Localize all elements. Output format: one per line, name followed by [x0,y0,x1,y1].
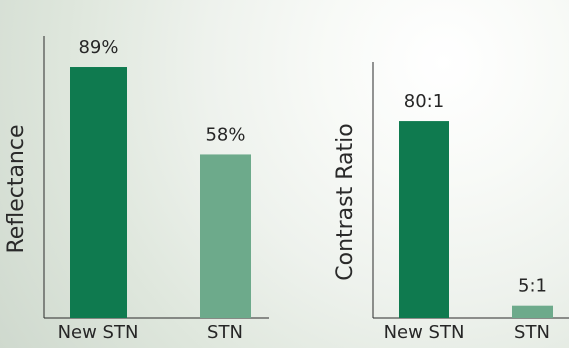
chart-1: 89% New STN 58% STN Reflectance [4,36,269,343]
tick-label: New STN [58,322,139,343]
tick-label: STN [514,322,550,343]
data-label: 58% [205,124,245,145]
bar-2 [512,305,553,318]
data-label: 89% [78,37,118,58]
tick-label: New STN [384,322,465,343]
y-axis-title: Reflectance [4,124,29,253]
tick-label: STN [207,322,243,343]
bar-1 [399,121,449,318]
bar-1 [70,67,127,319]
bar-2 [200,154,251,318]
chart-2: 80:1 New STN 5:1 STN Contrast Ratio [333,62,569,343]
data-label: 5:1 [518,276,547,297]
data-label: 80:1 [404,91,444,112]
y-axis-title: Contrast Ratio [333,123,358,280]
